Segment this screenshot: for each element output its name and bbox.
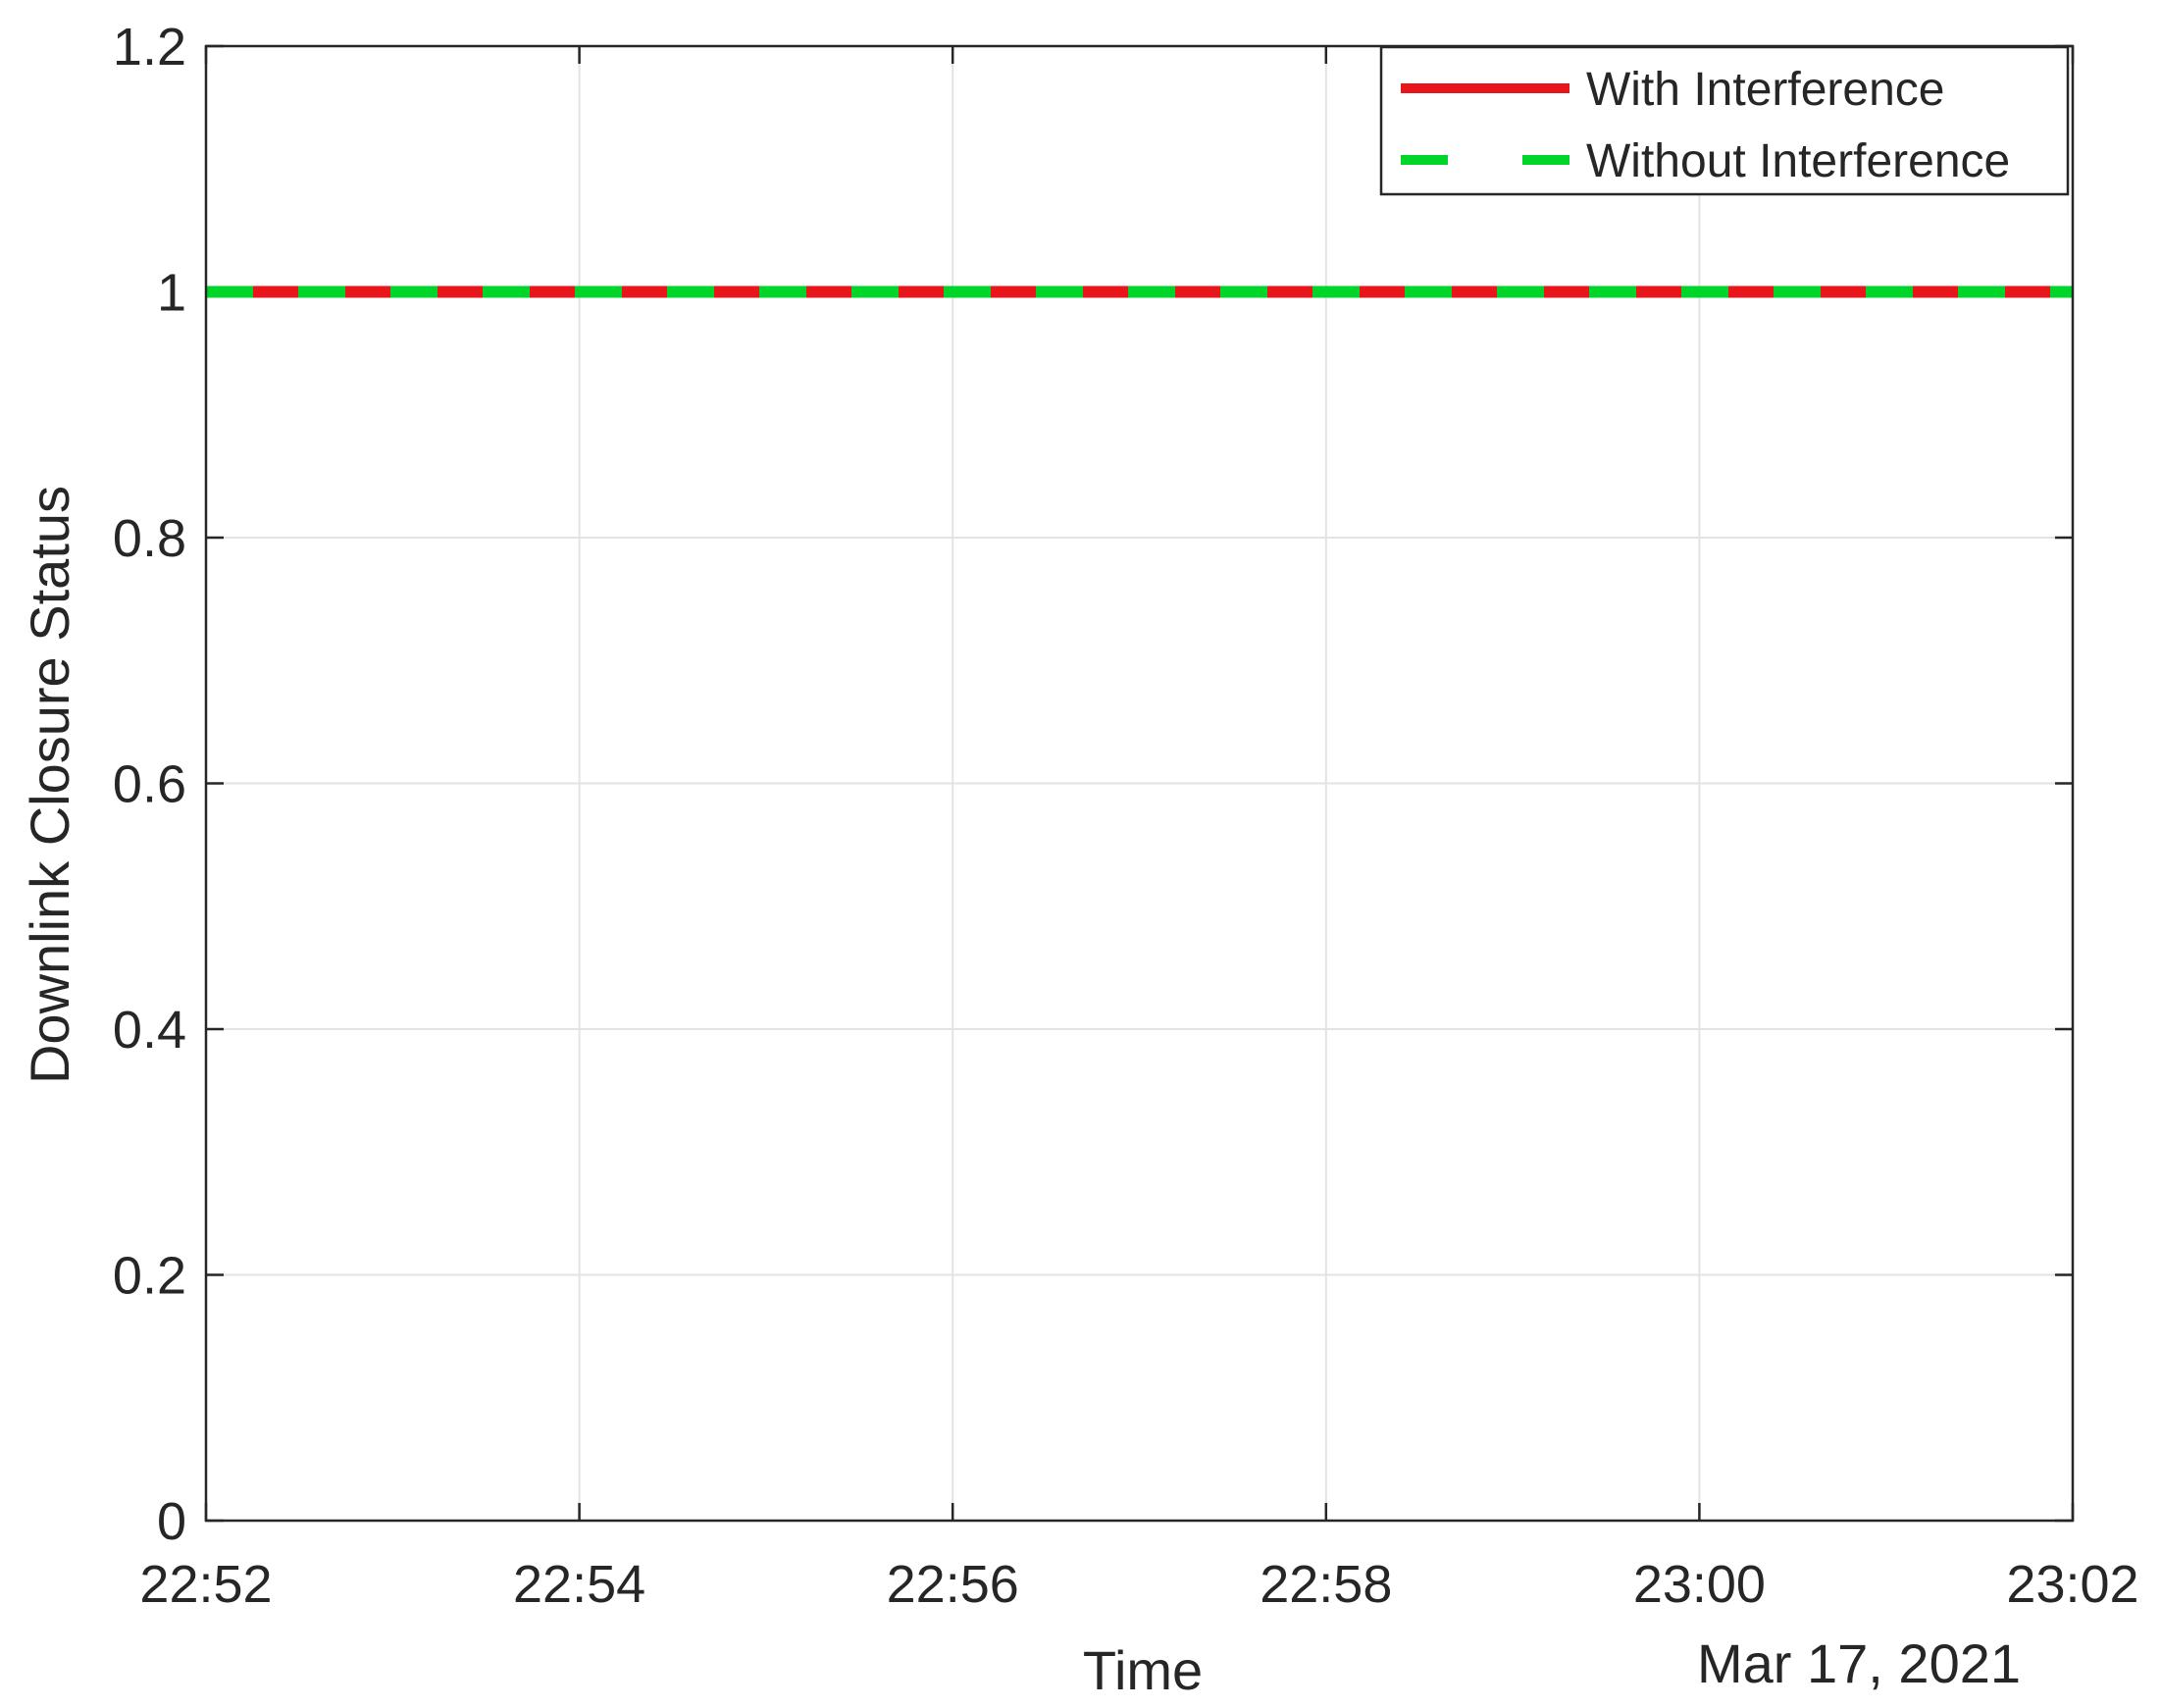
x-tick-labels: 22:52 22:54 22:56 22:58 23:00 23:02 bbox=[139, 1555, 2138, 1614]
y-tick-label: 1 bbox=[157, 264, 186, 323]
y-tick-label: 0.8 bbox=[113, 509, 186, 568]
x-tick-label: 23:00 bbox=[1633, 1555, 1766, 1614]
legend-label-without-interference: Without Interference bbox=[1586, 135, 2010, 187]
x-tick-label: 22:52 bbox=[139, 1555, 272, 1614]
y-tick-label: 0.4 bbox=[113, 1001, 186, 1060]
y-tick-label: 0 bbox=[157, 1492, 186, 1551]
y-tick-label: 0.6 bbox=[113, 755, 186, 814]
x-tick-label: 22:56 bbox=[887, 1555, 1019, 1614]
x-tick-label: 23:02 bbox=[2006, 1555, 2138, 1614]
legend: With Interference Without Interference bbox=[1379, 45, 2070, 196]
y-tick-label: 0.2 bbox=[113, 1247, 186, 1306]
x-axis-title: Time bbox=[1083, 1639, 1203, 1701]
y-tick-label: 1.2 bbox=[113, 18, 186, 77]
x-tick-label: 22:58 bbox=[1260, 1555, 1392, 1614]
legend-box bbox=[1379, 45, 2070, 196]
y-tick-labels: 0 0.2 0.4 0.6 0.8 1 1.2 bbox=[113, 18, 186, 1551]
legend-label-with-interference: With Interference bbox=[1586, 64, 1944, 116]
date-label: Mar 17, 2021 bbox=[1697, 1632, 2021, 1694]
x-tick-label: 22:54 bbox=[513, 1555, 645, 1614]
y-axis-title: Downlink Closure Status bbox=[19, 486, 80, 1084]
plot-frame bbox=[204, 44, 2075, 1523]
